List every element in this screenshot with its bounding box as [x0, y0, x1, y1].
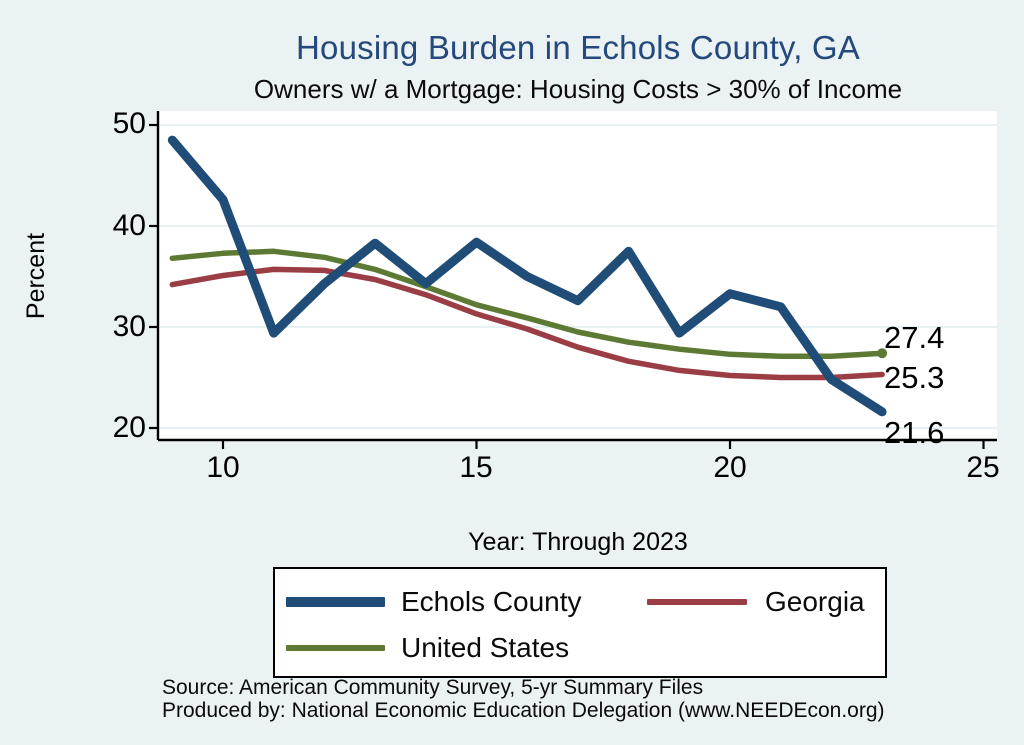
- legend-label-echols-county: Echols County: [401, 586, 582, 617]
- x-axis-title: Year: Through 2023: [468, 528, 688, 556]
- footer-source: Source: American Community Survey, 5-yr …: [162, 676, 704, 699]
- legend-swatch-united-states: [286, 645, 385, 651]
- legend-label-georgia: Georgia: [765, 586, 865, 617]
- end-label-echols-county: 21.6: [884, 415, 945, 450]
- x-tick-label-20: 20: [713, 451, 747, 484]
- plot-area: [149, 111, 997, 449]
- series-line-georgia: [169, 266, 885, 381]
- x-tick-label-25: 25: [966, 451, 1000, 484]
- y-tick-label-40: 40: [112, 209, 146, 242]
- chart-title: Housing Burden in Echols County, GA: [295, 29, 861, 66]
- end-label-united-states: 27.4: [884, 320, 945, 355]
- legend-swatch-georgia: [647, 599, 747, 605]
- x-tick-label-15: 15: [459, 451, 493, 484]
- legend-box: Echols County Georgia United States: [273, 567, 887, 678]
- end-label-georgia: 25.3: [884, 360, 945, 395]
- series-end-marker-united-states: [877, 348, 888, 359]
- y-tick-label-30: 30: [112, 310, 146, 343]
- legend-swatch-echols-county: [286, 597, 385, 607]
- y-axis-title: Percent: [22, 232, 50, 320]
- chart-subtitle: Owners w/ a Mortgage: Housing Costs > 30…: [253, 74, 903, 104]
- footer-produced-by: Produced by: National Economic Education…: [162, 699, 885, 722]
- y-tick-label-20: 20: [112, 411, 146, 444]
- x-tick-label-10: 10: [206, 451, 240, 484]
- plot-background: [158, 111, 997, 440]
- series-line-echols-county: [167, 135, 887, 417]
- legend-label-united-states: United States: [401, 632, 570, 663]
- y-tick-label-50: 50: [112, 107, 146, 140]
- series-line-united-states: [169, 248, 885, 360]
